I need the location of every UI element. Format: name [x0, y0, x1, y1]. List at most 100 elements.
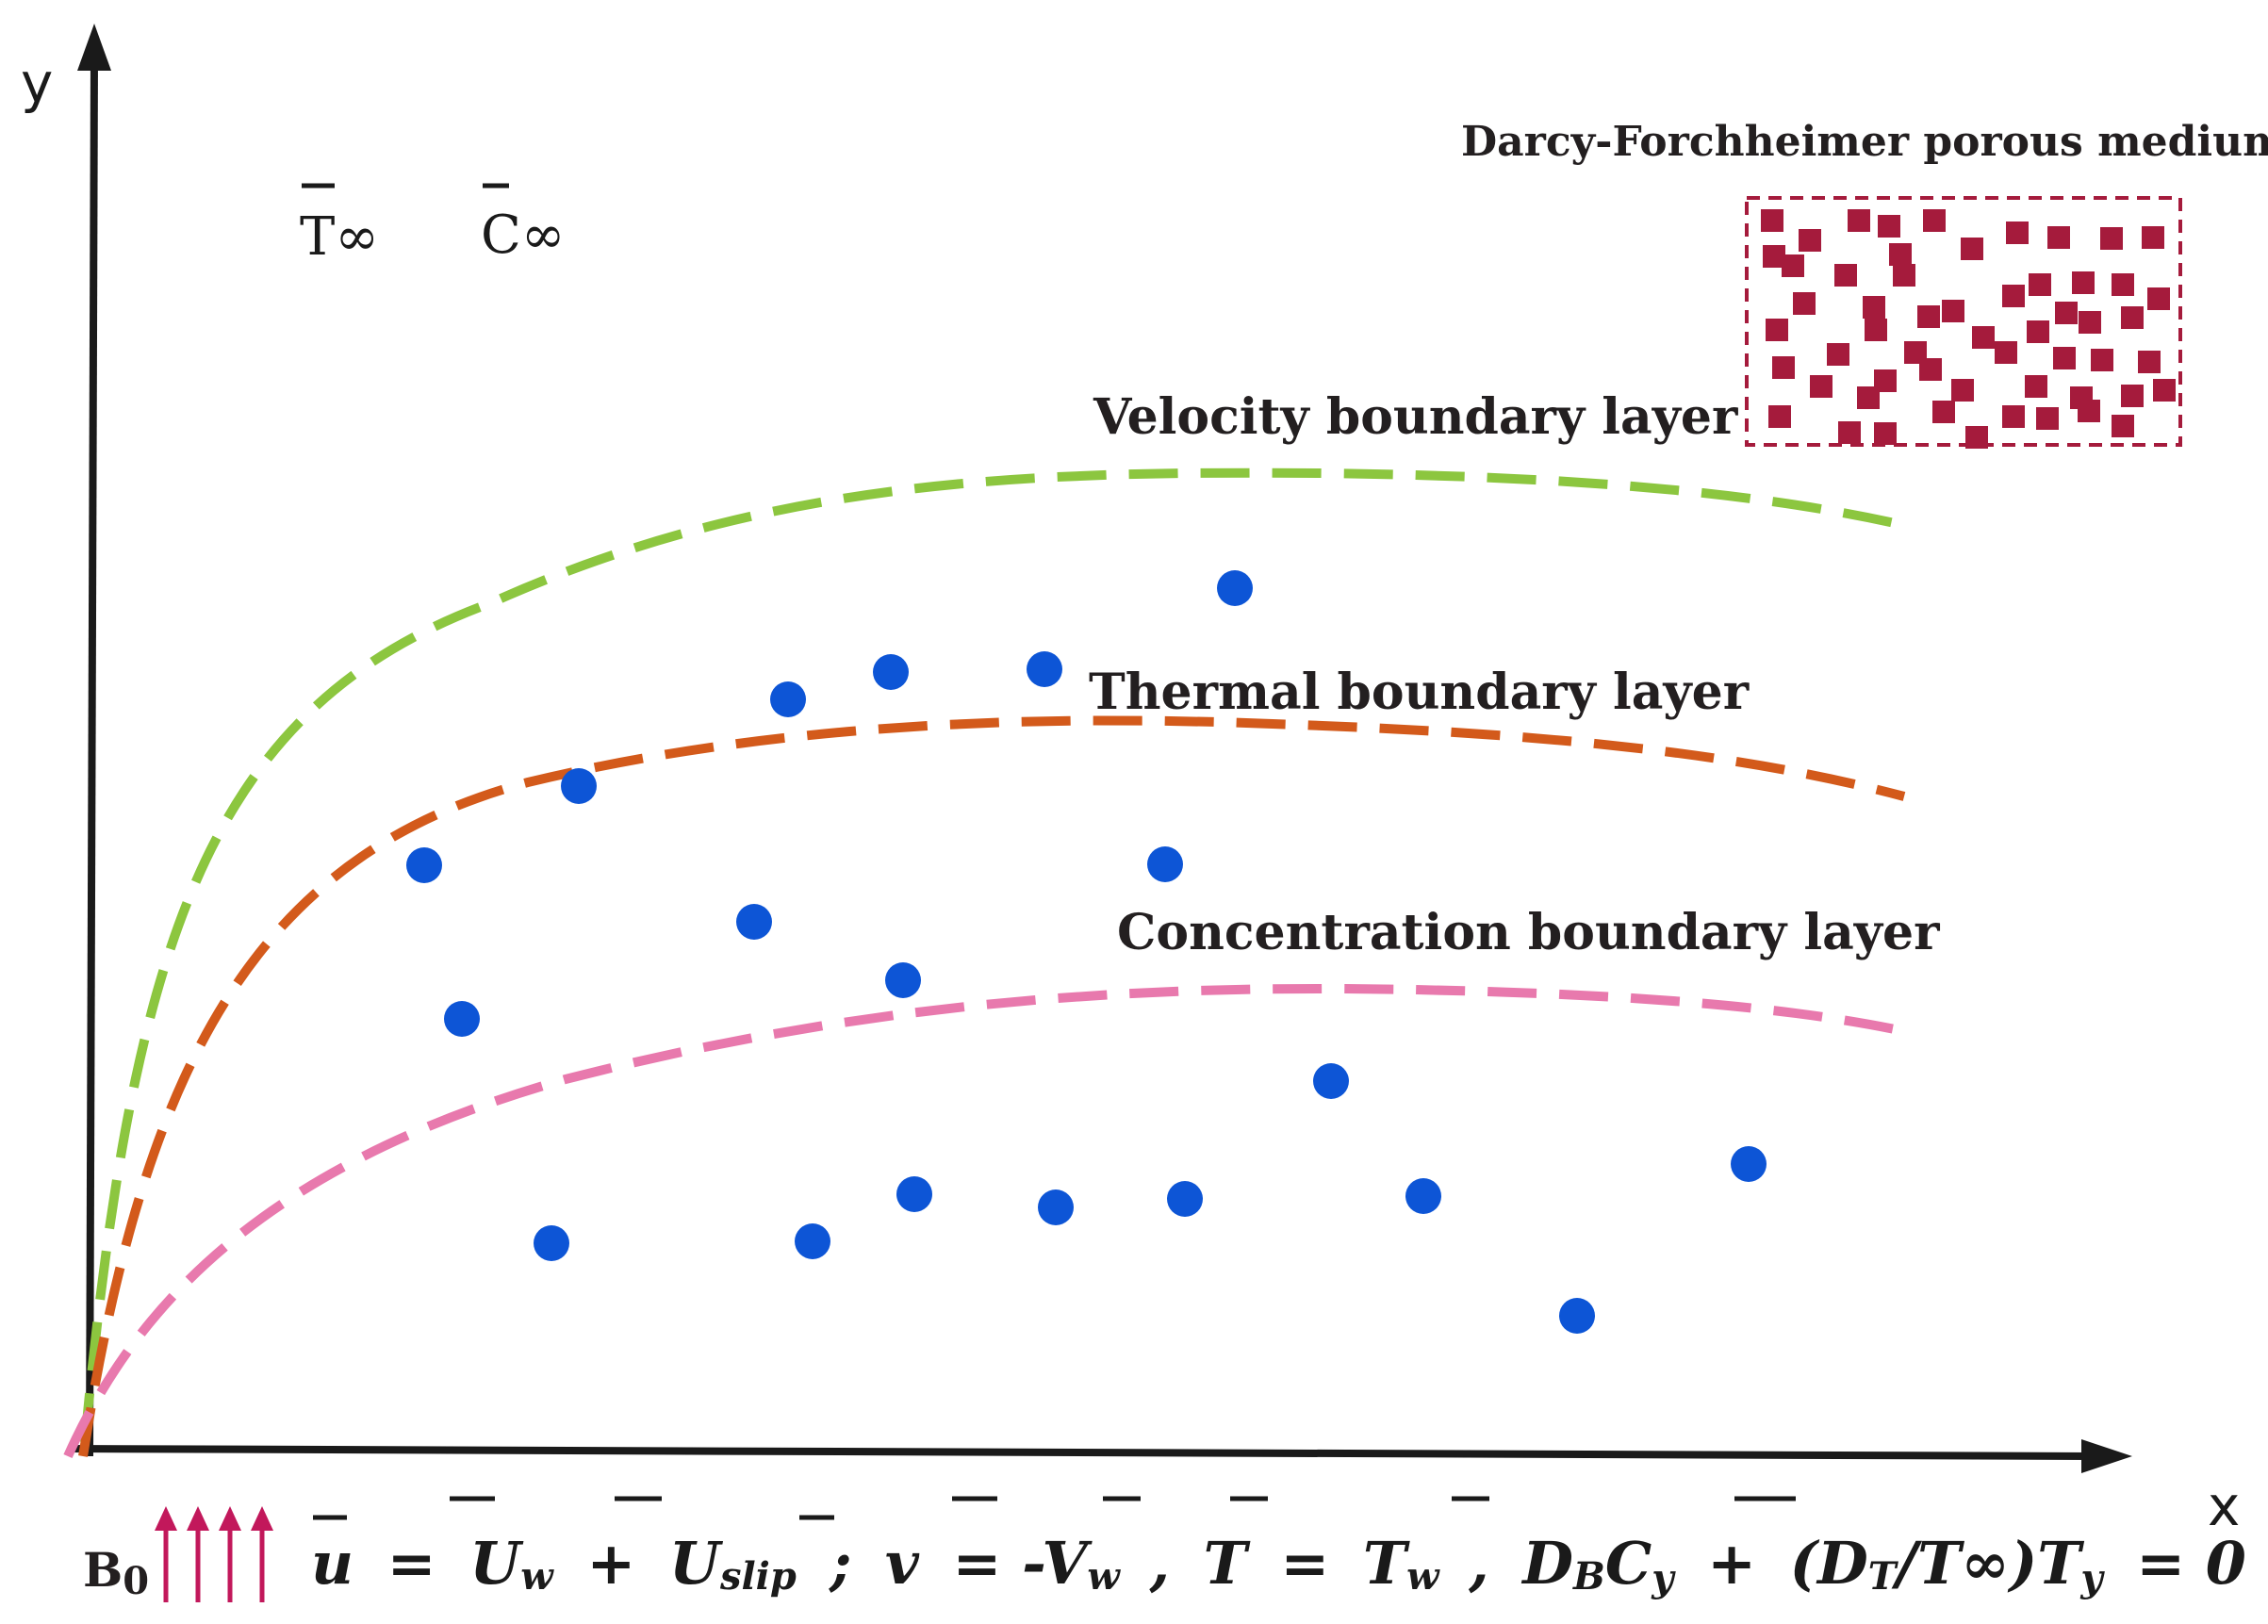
nanoparticle — [406, 847, 442, 883]
porous-grain — [2078, 400, 2100, 422]
thermal-boundary-layer-label: Thermal boundary layer — [1089, 664, 1750, 721]
y-axis — [86, 56, 98, 1457]
porous-grain — [2100, 227, 2123, 250]
porous-grain — [1772, 356, 1795, 379]
velocity-boundary-layer-curve — [80, 468, 1897, 1443]
porous-medium-label: Darcy-Forchheimer porous medium — [1461, 118, 2268, 166]
porous-grain — [2091, 349, 2113, 371]
nanoparticle — [736, 904, 772, 940]
porous-grain — [2025, 375, 2047, 398]
porous-medium: Darcy-Forchheimer porous medium — [1461, 118, 2268, 449]
magnetic-field-arrow — [251, 1506, 273, 1602]
boundary-condition-equation: u = Uw + Uslip ; v = -Vw , T = Tw , DBCy… — [311, 1529, 2246, 1605]
porous-grain — [1838, 421, 1861, 444]
porous-grain — [1917, 305, 1940, 328]
porous-grain — [2047, 226, 2070, 249]
porous-grain — [2121, 306, 2144, 329]
velocity-boundary-layer-label: Velocity boundary layer — [1093, 388, 1738, 446]
porous-grain — [2002, 405, 2025, 428]
magnetic-field-label: B0 — [83, 1542, 149, 1603]
porous-grain — [1874, 422, 1897, 445]
porous-grain — [1810, 375, 1832, 398]
x-axis-label: x — [2208, 1474, 2240, 1538]
nanoparticle — [770, 681, 806, 717]
nanoparticle — [1313, 1063, 1349, 1099]
porous-grain — [1878, 215, 1900, 238]
porous-grain — [2072, 271, 2095, 294]
porous-grain — [1889, 243, 1912, 266]
porous-grain — [1961, 238, 1983, 260]
porous-grain — [1761, 209, 1783, 232]
porous-grains — [1761, 209, 2176, 449]
boundary-layer-labels: Velocity boundary layer Thermal boundary… — [1089, 388, 1940, 961]
porous-grain — [2053, 347, 2076, 369]
nanoparticle — [885, 962, 921, 998]
porous-grain — [1919, 358, 1942, 381]
porous-grain — [1995, 341, 2017, 364]
porous-grain — [2079, 311, 2101, 334]
nanoparticle — [534, 1225, 569, 1261]
porous-grain — [1923, 209, 1946, 232]
magnetic-field: B0 — [83, 1506, 273, 1603]
x-axis — [67, 1445, 2094, 1460]
nanoparticle — [1038, 1189, 1074, 1225]
nanoparticle — [1559, 1298, 1595, 1334]
x-axis-arrowhead — [2081, 1439, 2132, 1473]
concentration-boundary-layer-curve — [63, 983, 1896, 1459]
nanoparticle — [561, 768, 597, 804]
porous-grain — [2142, 226, 2164, 249]
magnetic-field-arrow — [219, 1506, 241, 1602]
boundary-layers — [63, 468, 1906, 1459]
nanoparticle — [444, 1001, 480, 1037]
magnetic-field-arrows — [155, 1506, 273, 1602]
porous-medium-box — [1745, 196, 2182, 447]
porous-grain — [1932, 401, 1955, 423]
porous-grain — [1951, 379, 1974, 402]
magnetic-field-arrow — [155, 1506, 177, 1602]
porous-grain — [2027, 320, 2049, 343]
nanoparticle — [1405, 1178, 1441, 1214]
porous-grain — [2112, 415, 2134, 437]
y-axis-arrowhead — [77, 24, 111, 71]
porous-grain — [1857, 386, 1880, 409]
nanoparticle — [1167, 1181, 1203, 1217]
concentration-boundary-layer-label: Concentration boundary layer — [1117, 904, 1940, 961]
thermal-boundary-layer-curve — [78, 715, 1906, 1457]
porous-grain — [2153, 379, 2176, 402]
boundary-conditions: u = Uw + Uslip ; v = -Vw , T = Tw , DBCy… — [311, 1496, 2246, 1605]
porous-grain — [2055, 302, 2078, 324]
porous-grain — [1965, 426, 1988, 449]
nanoparticle — [1147, 846, 1183, 882]
ambient-concentration-label: C∞ — [481, 205, 566, 266]
porous-grain — [2002, 285, 2025, 307]
magnetic-field-arrow — [187, 1506, 209, 1602]
porous-grain — [2036, 407, 2059, 430]
porous-grain — [1799, 229, 1821, 252]
porous-grain — [1793, 292, 1816, 315]
nanoparticle — [1217, 570, 1253, 606]
porous-grain — [1766, 319, 1788, 341]
porous-grain — [1863, 296, 1885, 319]
nanoparticle — [896, 1176, 932, 1212]
porous-grain — [1782, 254, 1804, 277]
ambient-temperature-label: T∞ — [300, 206, 379, 268]
ambient-conditions: T∞ C∞ — [300, 183, 566, 268]
porous-grain — [1827, 343, 1849, 366]
porous-grain — [1893, 264, 1915, 287]
nanoparticles — [406, 570, 1767, 1334]
porous-grain — [1972, 326, 1995, 349]
nanoparticle — [795, 1223, 830, 1259]
axes: y x — [21, 24, 2240, 1538]
porous-grain — [1865, 319, 1887, 341]
nanoparticle — [873, 654, 909, 690]
porous-grain — [1834, 264, 1857, 287]
porous-grain — [1942, 300, 1964, 322]
nanoparticle — [1731, 1146, 1767, 1182]
porous-grain — [2121, 385, 2144, 407]
porous-grain — [2006, 221, 2029, 244]
nanoparticle — [1027, 651, 1062, 687]
porous-grain — [2029, 273, 2051, 296]
porous-grain — [2147, 287, 2170, 310]
porous-grain — [2138, 351, 2161, 373]
y-axis-label: y — [21, 51, 53, 115]
